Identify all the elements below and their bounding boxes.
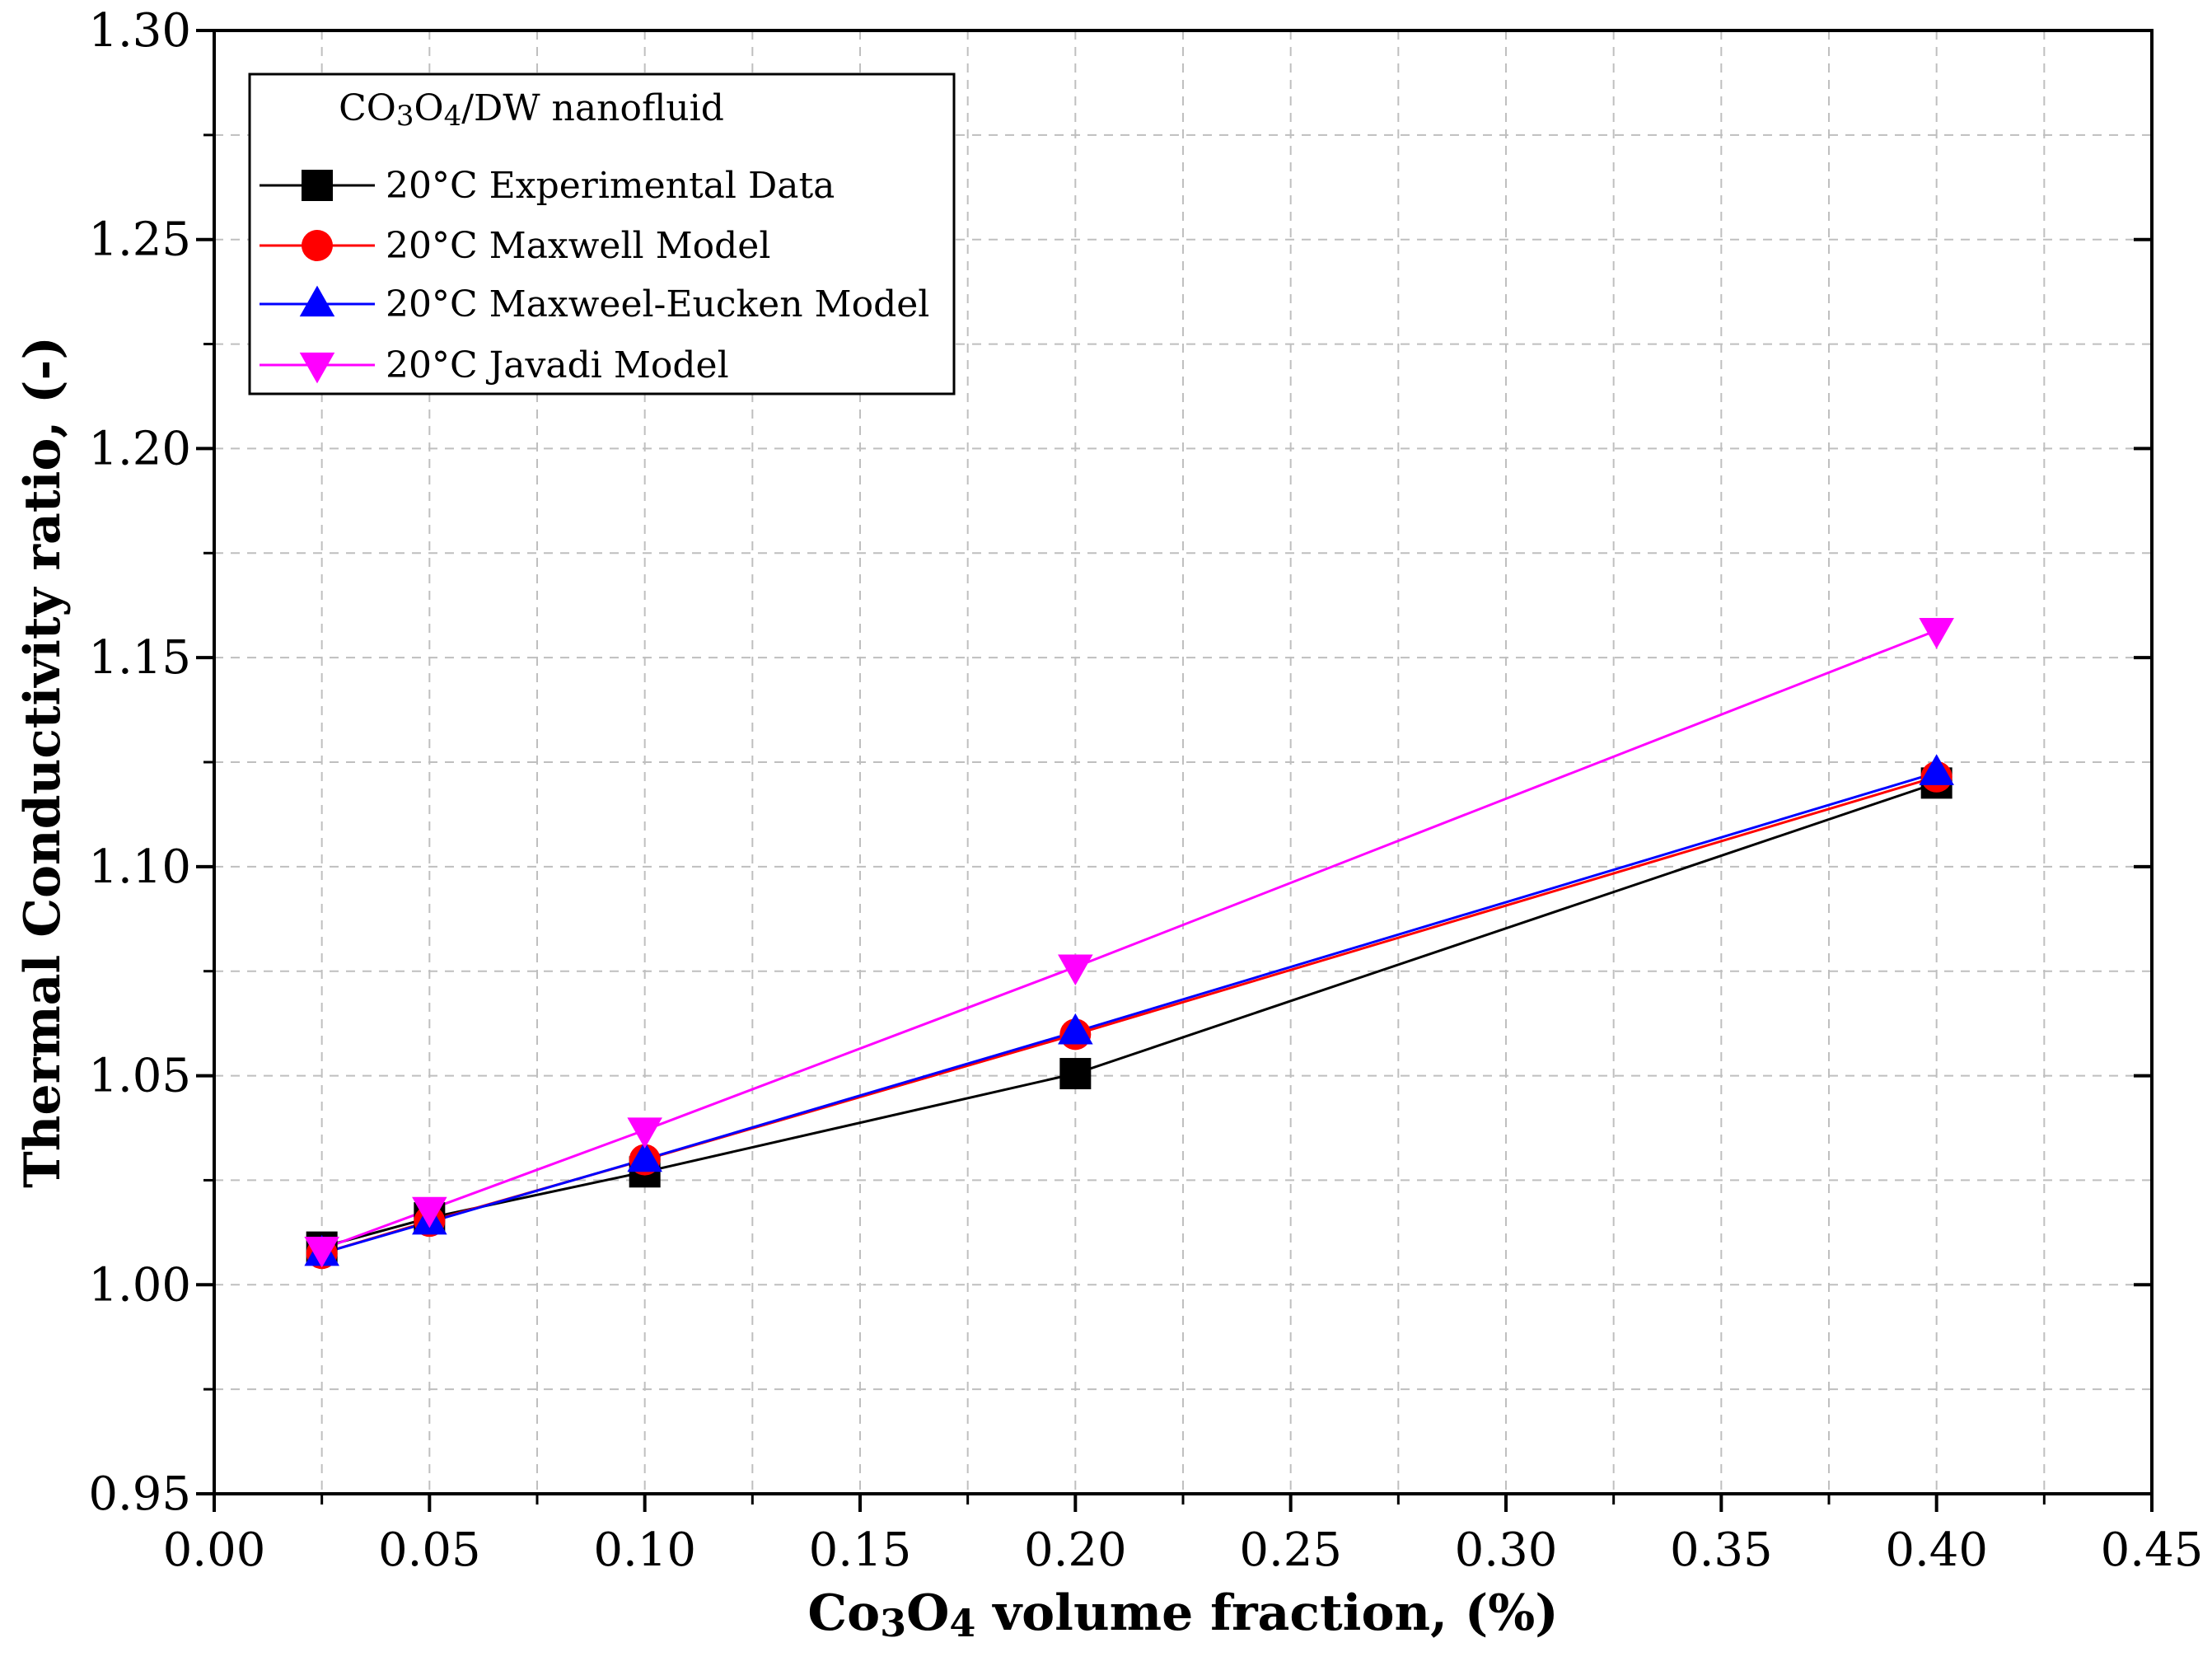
x-tick-label: 0.20 <box>1024 1523 1127 1577</box>
y-axis-ticks: 0.95 1.00 1.05 1.10 1.15 1.20 1.25 1.30 <box>88 4 2152 1521</box>
legend-label-3: 20°C Maxweel-Eucken Model <box>386 283 929 325</box>
x-tick-label: 0.30 <box>1455 1523 1558 1577</box>
legend-marker-3 <box>299 285 335 317</box>
y-tick-label: 0.95 <box>88 1467 191 1521</box>
y-tick-label: 1.05 <box>88 1050 191 1103</box>
x-tick-label: 0.10 <box>593 1523 696 1577</box>
legend-entries: 20°C Experimental Data 20°C Maxwell Model… <box>260 165 929 386</box>
series-1-point <box>1059 1058 1092 1090</box>
x-tick-label: 0.40 <box>1885 1523 1988 1577</box>
legend-marker-2 <box>302 230 333 261</box>
series-4-point <box>304 1236 339 1268</box>
legend-label-1: 20°C Experimental Data <box>386 165 835 207</box>
x-axis-title: Co3O4 volume fraction, (%) <box>807 1584 1558 1645</box>
legend-label-4: 20°C Javadi Model <box>386 344 729 386</box>
legend: CO3O4/DW nanofluid 20°C Experimental Dat… <box>248 73 956 395</box>
grid <box>214 30 2152 1494</box>
series-3-point <box>627 1140 662 1172</box>
x-tick-label: 0.15 <box>809 1523 912 1577</box>
legend-marker-4 <box>299 352 335 384</box>
x-tick-label: 0.05 <box>378 1523 481 1577</box>
y-tick-label: 1.15 <box>88 631 191 685</box>
legend-title: CO3O4/DW nanofluid <box>339 87 724 133</box>
series-4-point <box>1919 617 1954 649</box>
y-tick-label: 1.00 <box>88 1258 191 1312</box>
x-tick-label: 0.25 <box>1239 1523 1342 1577</box>
legend-box <box>248 73 956 395</box>
y-tick-label: 1.30 <box>88 4 191 58</box>
series-3-point <box>1058 1013 1093 1045</box>
y-tick-label: 1.20 <box>88 422 191 475</box>
legend-marker-1 <box>302 170 333 201</box>
x-tick-label: 0.00 <box>163 1523 266 1577</box>
series-4-point <box>627 1117 662 1149</box>
y-tick-label: 1.10 <box>88 840 191 894</box>
x-axis-ticks: 0.00 0.05 0.10 0.15 0.20 0.25 0.30 0.35 0.40 0.45 <box>163 1494 2204 1577</box>
series-4-point <box>412 1196 447 1228</box>
y-tick-label: 1.25 <box>88 213 191 267</box>
series-markers <box>304 617 1954 1270</box>
y-axis-title: Thermal Conductivity ratio, (-) <box>14 336 72 1188</box>
x-tick-label: 0.35 <box>1670 1523 1773 1577</box>
series-4-point <box>1058 954 1093 986</box>
x-tick-label: 0.45 <box>2101 1523 2204 1577</box>
legend-label-2: 20°C Maxwell Model <box>386 225 770 267</box>
series-3-point <box>1919 754 1954 785</box>
